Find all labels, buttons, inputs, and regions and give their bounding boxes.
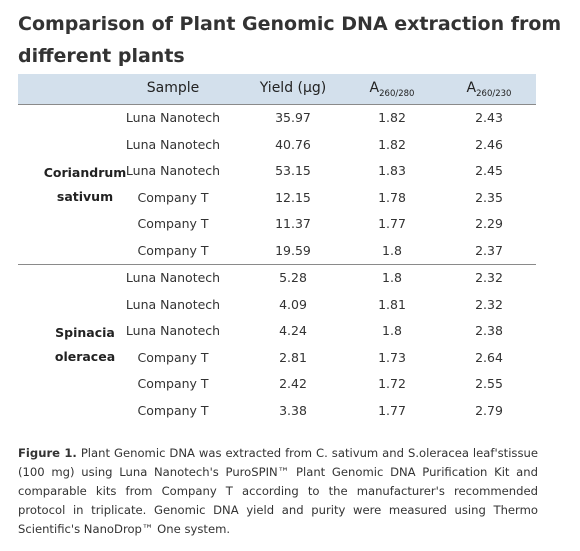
cell-a260-280: 1.72 bbox=[378, 376, 406, 391]
cell-yield: 12.15 bbox=[275, 189, 311, 205]
table-row: Company T 3.38 1.77 2.79 bbox=[18, 398, 536, 425]
figure-caption: Figure 1. Plant Genomic DNA was extracte… bbox=[18, 444, 538, 539]
cell-a260-280: 1.81 bbox=[378, 296, 406, 312]
table-row: Luna Nanotech 35.97 1.82 2.43 bbox=[18, 105, 536, 132]
group-label-line: Spinacia bbox=[55, 324, 115, 340]
cell-yield: 5.28 bbox=[279, 270, 307, 285]
cell-a260-280: 1.77 bbox=[378, 216, 406, 231]
group-label-line: sativum bbox=[56, 188, 114, 204]
header-sample: Sample bbox=[146, 80, 200, 96]
cell-a260-230: 2.35 bbox=[475, 189, 503, 205]
results-table: Sample Yield (µg) A260/280 A260/230 Cori… bbox=[18, 74, 536, 424]
table-row: Luna Nanotech 4.09 1.81 2.32 bbox=[18, 292, 536, 319]
table-title: Comparison of Plant Genomic DNA extracti… bbox=[18, 13, 562, 67]
table-row: Company T 2.81 1.73 2.64 bbox=[18, 345, 536, 372]
cell-sample: Company T bbox=[137, 216, 209, 231]
cell-a260-280: 1.8 bbox=[382, 323, 402, 338]
cell-a260-280: 1.83 bbox=[378, 163, 406, 178]
cell-yield: 40.76 bbox=[275, 136, 311, 152]
cell-a260-230: 2.29 bbox=[475, 216, 503, 231]
group-label-line: Coriandrum bbox=[43, 164, 127, 180]
cell-sample: Company T bbox=[137, 349, 209, 365]
cell-a260-280: 1.78 bbox=[378, 189, 406, 205]
table-group: Spinacia oleracea Luna Nanotech 5.28 1.8 2.32… bbox=[18, 265, 536, 424]
cell-sample: Luna Nanotech bbox=[125, 136, 221, 152]
cell-a260-280: 1.8 bbox=[382, 242, 402, 258]
cell-a260-230: 2.38 bbox=[475, 323, 503, 338]
cell-sample: Luna Nanotech bbox=[125, 296, 221, 312]
cell-a260-280: 1.82 bbox=[378, 136, 406, 152]
cell-a260-230: 2.37 bbox=[475, 242, 503, 258]
group-label-line: oleracea bbox=[54, 348, 116, 364]
table-body: Coriandrum sativum Luna Nanotech 35.97 1.82 2… bbox=[18, 105, 536, 424]
table-row: Company T 12.15 1.78 2.35 bbox=[18, 185, 536, 212]
cell-sample: Luna Nanotech bbox=[125, 110, 221, 125]
group-label: Coriandrum sativum bbox=[40, 161, 130, 209]
table-header: Sample Yield (µg) A260/280 A260/230 bbox=[18, 74, 536, 105]
cell-a260-280: 1.82 bbox=[378, 110, 406, 125]
group-label: Spinacia oleracea bbox=[40, 321, 130, 369]
cell-sample: Company T bbox=[137, 402, 209, 418]
table-row: Company T 2.42 1.72 2.55 bbox=[18, 371, 536, 398]
caption-text: Plant Genomic DNA was extracted from C. … bbox=[18, 446, 538, 536]
cell-a260-230: 2.43 bbox=[475, 110, 503, 125]
header-a260-230: A260/230 bbox=[466, 80, 512, 99]
cell-sample: Luna Nanotech bbox=[125, 323, 221, 338]
cell-sample: Company T bbox=[137, 242, 209, 258]
cell-a260-230: 2.64 bbox=[475, 349, 503, 365]
table-row: Company T 19.59 1.8 2.37 bbox=[18, 238, 536, 265]
cell-a260-230: 2.45 bbox=[475, 163, 503, 178]
cell-yield: 3.38 bbox=[279, 402, 307, 418]
cell-yield: 2.81 bbox=[279, 349, 307, 365]
header-yield: Yield (µg) bbox=[259, 80, 327, 96]
cell-yield: 35.97 bbox=[275, 110, 311, 125]
table-row: Luna Nanotech 5.28 1.8 2.32 bbox=[18, 265, 536, 292]
cell-yield: 53.15 bbox=[275, 163, 311, 178]
cell-yield: 4.24 bbox=[279, 323, 307, 338]
cell-a260-230: 2.32 bbox=[475, 296, 503, 312]
cell-yield: 11.37 bbox=[275, 216, 311, 231]
cell-a260-230: 2.46 bbox=[475, 136, 503, 152]
cell-a260-280: 1.77 bbox=[378, 402, 406, 418]
cell-yield: 19.59 bbox=[275, 242, 311, 258]
cell-yield: 4.09 bbox=[279, 296, 307, 312]
cell-sample: Company T bbox=[137, 376, 209, 391]
cell-yield: 2.42 bbox=[279, 376, 307, 391]
table-group: Coriandrum sativum Luna Nanotech 35.97 1.82 2… bbox=[18, 105, 536, 265]
table-row: Luna Nanotech 53.15 1.83 2.45 bbox=[18, 158, 536, 185]
caption-label: Figure 1. bbox=[18, 446, 77, 460]
cell-a260-280: 1.8 bbox=[382, 270, 402, 285]
cell-sample: Luna Nanotech bbox=[125, 270, 221, 285]
cell-a260-280: 1.73 bbox=[378, 349, 406, 365]
header-a260-280: A260/280 bbox=[369, 80, 415, 99]
cell-sample: Company T bbox=[137, 189, 209, 205]
cell-a260-230: 2.79 bbox=[475, 402, 503, 418]
table-row: Luna Nanotech 4.24 1.8 2.38 bbox=[18, 318, 536, 345]
cell-sample: Luna Nanotech bbox=[125, 163, 221, 178]
table-row: Luna Nanotech 40.76 1.82 2.46 bbox=[18, 132, 536, 159]
cell-a260-230: 2.55 bbox=[475, 376, 503, 391]
cell-a260-230: 2.32 bbox=[475, 270, 503, 285]
table-row: Company T 11.37 1.77 2.29 bbox=[18, 211, 536, 238]
